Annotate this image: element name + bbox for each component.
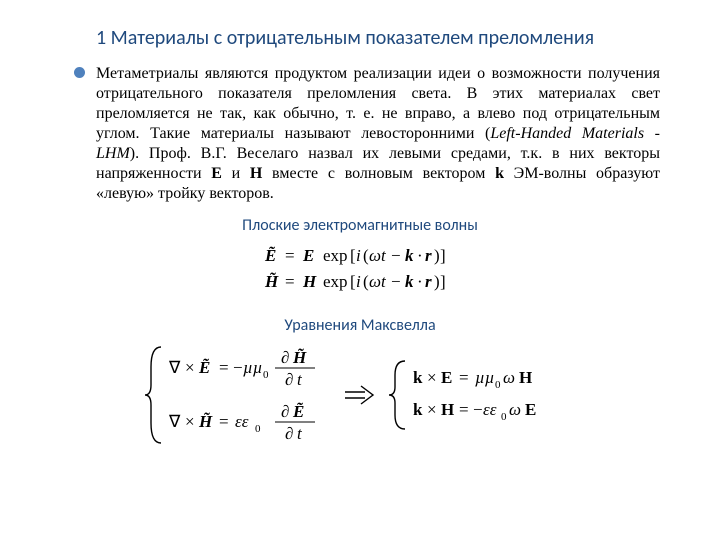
mx-eq1: =	[219, 358, 229, 377]
mr-H: H	[519, 368, 532, 387]
slide: 1 Материалы с отрицательным показателем …	[0, 0, 720, 540]
pw-exp2: exp	[323, 272, 348, 291]
pw-omega-t2: ωt	[369, 272, 387, 291]
maxwell-left-system: ∇ × Ẽ = − µµ 0 ∂ H̃ ∂ t ∇ × H̃ = εε 0	[143, 341, 333, 449]
mr-omega2: ω	[509, 400, 521, 419]
pw-minus1: −	[391, 246, 401, 265]
pw-eq1-op: =	[285, 246, 295, 265]
mx-dE-num: ∂	[281, 402, 289, 421]
mr-eps0-sub: 0	[501, 411, 507, 423]
mr-k2: k	[413, 400, 423, 419]
subheading-maxwell: Уравнения Максвелла	[56, 316, 664, 335]
slide-title: 1 Материалы с отрицательным показателем …	[96, 26, 664, 50]
pw-H-tilde-lhs: H̃	[264, 272, 279, 291]
mr-mu: µµ	[475, 368, 495, 387]
mx-mu0-sub1: 0	[263, 369, 269, 381]
implies-arrow-icon	[343, 380, 377, 410]
pw-E-tilde-lhs: Ẽ	[264, 246, 276, 265]
mr-neg: −	[473, 400, 483, 419]
planewave-equations: Ẽ = E exp [ i ( ωt − k · r ) ] H̃ = H ex…	[56, 241, 664, 304]
pw-i2: i	[356, 272, 361, 291]
pw-br2r: ]	[440, 272, 446, 291]
mr-H2: H	[441, 400, 454, 419]
mx-eq2: =	[219, 412, 229, 431]
pw-dot1: ·	[417, 246, 423, 265]
mr-mu0-sub: 0	[495, 379, 501, 391]
mx-H-tilde: H̃	[198, 412, 213, 431]
mr-eq1: =	[459, 368, 469, 387]
pw-minus2: −	[391, 272, 401, 291]
mx-dH-num: ∂	[281, 348, 289, 367]
mx-dH-H: H̃	[292, 348, 307, 367]
mr-E: E	[441, 368, 452, 387]
mx-dH-den-d: ∂	[285, 370, 293, 389]
mx-nabla2: ∇	[168, 412, 181, 431]
brace-left-icon	[145, 347, 161, 443]
mr-eq2: =	[459, 400, 469, 419]
pw-k1: k	[405, 246, 414, 265]
body-paragraph: Метаметриалы являются продуктом реализац…	[96, 64, 660, 204]
pw-exp1: exp	[323, 246, 348, 265]
mx-cross2: ×	[185, 412, 195, 431]
para-mid1: и	[222, 165, 250, 182]
mr-k1: k	[413, 368, 423, 387]
mx-E-tilde: Ẽ	[198, 358, 210, 377]
pw-eq2-op: =	[285, 272, 295, 291]
mr-E2: E	[525, 400, 536, 419]
maxwell-right-system: k × E = µµ 0 ω H k × H = − εε 0 ω E	[387, 355, 577, 435]
para-mid2: вместе с волновым вектором	[262, 165, 495, 182]
pw-r1: r	[425, 246, 432, 265]
mr-eps: εε	[483, 400, 497, 419]
subheading-planewave: Плоские электромагнитные волны	[56, 216, 664, 235]
pw-i1: i	[356, 246, 361, 265]
mx-mu1: µµ	[243, 358, 263, 377]
pw-br1r: ]	[440, 246, 446, 265]
mx-dE-E: Ẽ	[292, 402, 304, 421]
pw-par2r: )	[434, 272, 440, 291]
mx-dE-den-t: t	[297, 424, 303, 443]
pw-omega-t1: ωt	[369, 246, 387, 265]
bullet-icon	[74, 67, 85, 78]
para-bold-k: k	[495, 165, 504, 182]
pw-k2: k	[405, 272, 414, 291]
pw-E-rhs: E	[302, 246, 314, 265]
pw-H-rhs: H	[302, 272, 317, 291]
mx-eps: εε	[235, 412, 249, 431]
mx-neg-mu: −	[233, 358, 243, 377]
mr-cross1: ×	[427, 368, 437, 387]
pw-r2: r	[425, 272, 432, 291]
para-bold-H: Н	[250, 165, 262, 182]
mx-nabla1: ∇	[168, 358, 181, 377]
mr-cross2: ×	[427, 400, 437, 419]
mr-omega1: ω	[503, 368, 515, 387]
pw-dot2: ·	[417, 272, 423, 291]
para-bold-E: Е	[211, 165, 222, 182]
pw-par1r: )	[434, 246, 440, 265]
mx-eps0-sub: 0	[255, 423, 261, 435]
maxwell-equations: ∇ × Ẽ = − µµ 0 ∂ H̃ ∂ t ∇ × H̃ = εε 0	[56, 341, 664, 449]
brace-right-icon	[389, 361, 405, 429]
mx-dE-den-d: ∂	[285, 424, 293, 443]
mx-cross1: ×	[185, 358, 195, 377]
mx-dH-den-t: t	[297, 370, 303, 389]
